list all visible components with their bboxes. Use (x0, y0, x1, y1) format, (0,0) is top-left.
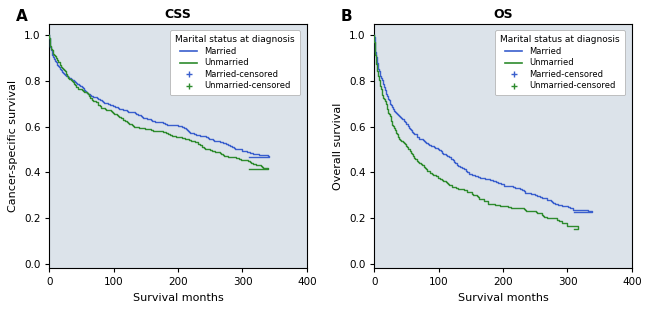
Y-axis label: Overall survival: Overall survival (333, 102, 343, 190)
Legend: Married, Unmarried, Married-censored, Unmarried-censored: Married, Unmarried, Married-censored, Un… (495, 30, 625, 95)
Title: OS: OS (493, 8, 513, 21)
Text: B: B (341, 9, 352, 24)
X-axis label: Survival months: Survival months (458, 293, 549, 303)
Y-axis label: Cancer-specific survival: Cancer-specific survival (8, 80, 18, 212)
Text: A: A (16, 9, 28, 24)
Legend: Married, Unmarried, Married-censored, Unmarried-censored: Married, Unmarried, Married-censored, Un… (170, 30, 300, 95)
X-axis label: Survival months: Survival months (133, 293, 224, 303)
Title: CSS: CSS (164, 8, 192, 21)
